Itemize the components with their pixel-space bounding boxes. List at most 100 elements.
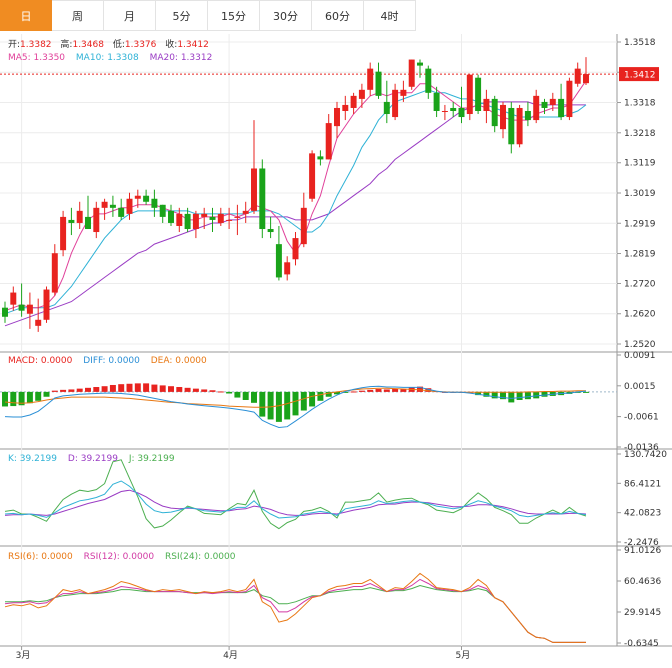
- tab-3[interactable]: 5分: [156, 0, 208, 31]
- macd-bar: [292, 391, 299, 416]
- y-tick-label: 1.3218: [624, 129, 656, 139]
- tab-6[interactable]: 60分: [312, 0, 364, 31]
- macd-bar: [18, 391, 25, 406]
- macd-bar: [242, 391, 249, 400]
- candle: [450, 107, 457, 111]
- macd-legend: MACD: 0.0000 DIFF: 0.0000 DEA: 0.0000: [8, 356, 207, 366]
- candle: [400, 89, 407, 96]
- candle: [583, 74, 589, 84]
- candle: [541, 101, 548, 108]
- candle: [433, 92, 440, 111]
- candle: [151, 198, 158, 208]
- candle: [76, 210, 83, 223]
- macd-bar: [367, 389, 374, 392]
- candle: [350, 95, 357, 108]
- candle: [275, 244, 282, 278]
- macd-bar: [101, 386, 108, 392]
- candle: [267, 229, 274, 233]
- macd-bar: [176, 387, 183, 392]
- y-tick-label: 86.4121: [624, 479, 661, 489]
- candle: [566, 80, 573, 118]
- y-tick-label: -0.6345: [624, 639, 659, 649]
- macd-bar: [417, 386, 423, 392]
- rsi6-line: [4, 572, 586, 643]
- k-line: [4, 480, 587, 519]
- macd-bar: [226, 391, 233, 394]
- candle: [143, 195, 150, 202]
- candle: [109, 204, 116, 208]
- y-tick-label: 1.3318: [624, 99, 656, 109]
- candle: [10, 292, 17, 305]
- candle: [242, 210, 249, 214]
- tab-2[interactable]: 月: [104, 0, 156, 31]
- candle: [441, 110, 448, 112]
- candle: [134, 195, 141, 199]
- y-tick-label: -2.2476: [624, 538, 659, 548]
- candle: [259, 168, 266, 230]
- tab-0[interactable]: 日: [0, 0, 52, 31]
- x-axis: 3月 4月 5月: [16, 646, 470, 661]
- candle: [168, 210, 174, 223]
- rsi-panel: [4, 572, 586, 643]
- candle: [18, 304, 25, 311]
- macd-panel: [0, 383, 617, 429]
- candle: [475, 77, 482, 111]
- dea-line: [4, 387, 586, 408]
- candle: [2, 307, 8, 317]
- ma10-line: [4, 89, 587, 315]
- macd-bar: [2, 391, 8, 407]
- candle: [533, 95, 540, 121]
- macd-bar: [209, 390, 216, 392]
- macd-bar: [524, 391, 531, 400]
- candle: [292, 238, 299, 260]
- candle: [558, 98, 565, 118]
- y-tick-label: 0.0015: [624, 382, 656, 392]
- y-tick-label: 42.0823: [624, 509, 661, 519]
- y-tick-label: -0.0136: [624, 443, 659, 453]
- candle: [43, 289, 50, 320]
- tab-5[interactable]: 30分: [260, 0, 312, 31]
- candle: [367, 68, 374, 90]
- macd-bar: [325, 391, 332, 397]
- candle: [217, 213, 224, 223]
- macd-bar: [192, 388, 199, 392]
- candle: [118, 207, 125, 217]
- y-tick-label: 1.3019: [624, 189, 656, 199]
- candle: [508, 107, 515, 145]
- candle: [466, 74, 473, 115]
- tab-7[interactable]: 4时: [364, 0, 416, 31]
- candle: [184, 213, 191, 230]
- candle: [68, 219, 75, 223]
- macd-bar: [109, 384, 116, 392]
- macd-bar: [383, 389, 390, 392]
- last-price-tag: 1.3412: [619, 67, 659, 82]
- macd-bar: [159, 385, 166, 392]
- macd-bar: [342, 391, 349, 393]
- macd-bar: [583, 391, 589, 393]
- y-tick-label: -0.0061: [624, 413, 659, 423]
- candle: [375, 71, 382, 96]
- macd-bar: [309, 391, 316, 407]
- macd-bar: [76, 388, 83, 392]
- tab-4[interactable]: 15分: [208, 0, 260, 31]
- candle: [392, 89, 399, 118]
- macd-bar: [508, 391, 515, 403]
- candle: [309, 153, 316, 199]
- candle: [425, 68, 432, 93]
- macd-bar: [400, 389, 407, 392]
- diff-line: [4, 385, 587, 429]
- macd-bar: [533, 391, 540, 399]
- candle: [126, 198, 133, 214]
- candle: [26, 304, 33, 314]
- ma20-line: [4, 101, 586, 327]
- candle: [549, 98, 556, 105]
- y-tick-label: 29.9145: [624, 608, 661, 618]
- tab-1[interactable]: 周: [52, 0, 104, 31]
- macd-bar: [134, 383, 141, 392]
- macd-bar: [500, 391, 506, 400]
- macd-bar: [358, 390, 365, 392]
- candle: [491, 98, 498, 127]
- macd-bar: [184, 387, 191, 392]
- macd-bar: [541, 391, 548, 397]
